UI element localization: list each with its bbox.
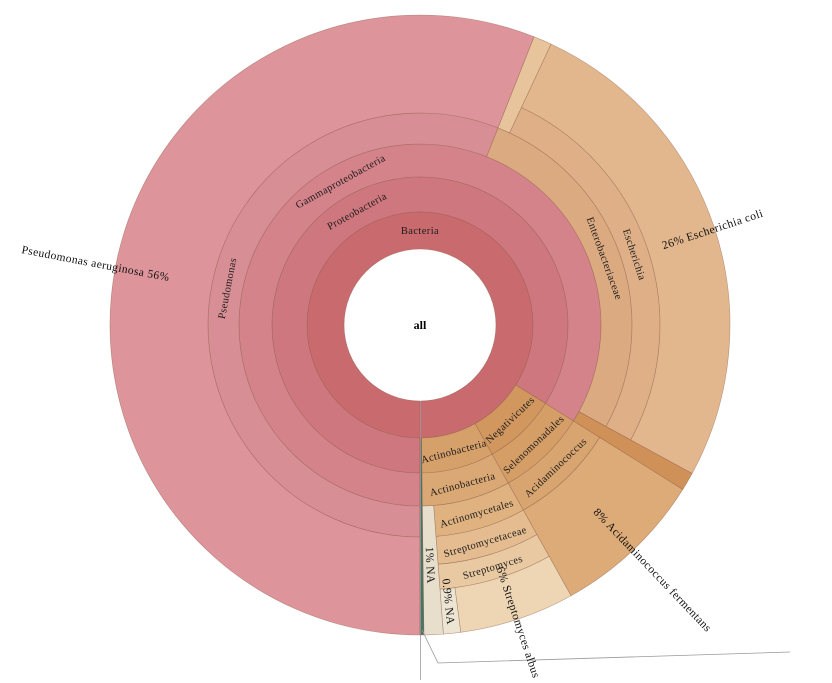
leader-lines xyxy=(420,401,791,680)
wedge-pseudomonas-aeruginosa-56[interactable] xyxy=(109,14,535,636)
label-bacteria: Bacteria xyxy=(401,226,439,237)
wedge-unlabeled[interactable] xyxy=(419,437,425,636)
label-0-9-na: 0.9% NA xyxy=(439,578,456,626)
wedges xyxy=(109,14,731,636)
label-1-na: 1% NA xyxy=(423,547,437,585)
leader-line xyxy=(421,629,791,664)
center-label: all xyxy=(414,318,427,332)
